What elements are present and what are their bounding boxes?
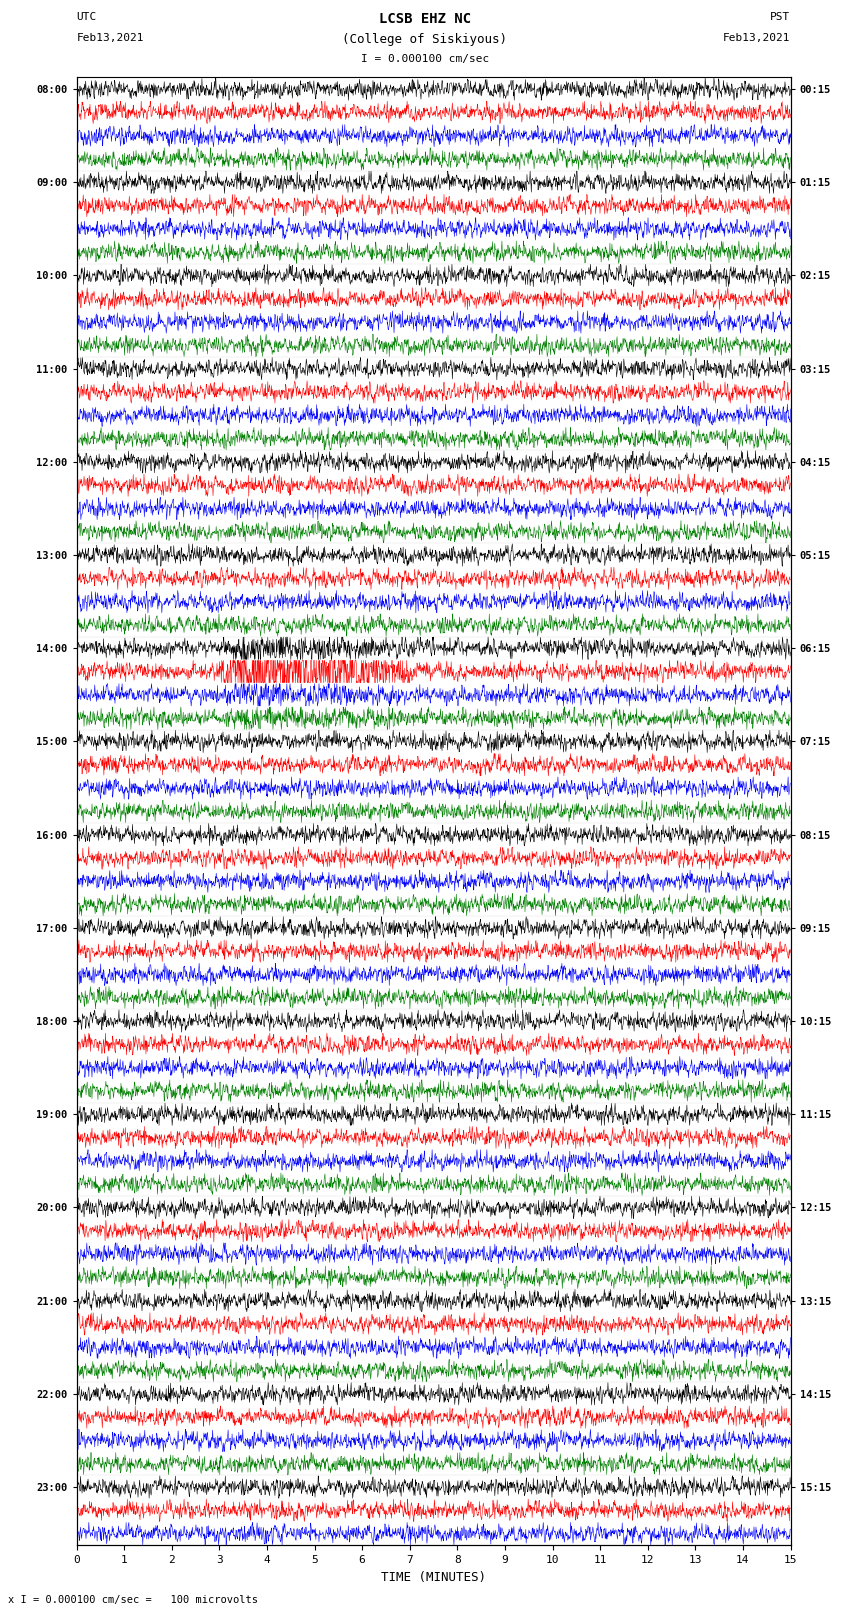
Text: Feb13,2021: Feb13,2021	[723, 32, 791, 42]
Text: I = 0.000100 cm/sec: I = 0.000100 cm/sec	[361, 53, 489, 63]
Text: (College of Siskiyous): (College of Siskiyous)	[343, 32, 507, 45]
X-axis label: TIME (MINUTES): TIME (MINUTES)	[381, 1571, 486, 1584]
Text: Feb13,2021: Feb13,2021	[76, 32, 144, 42]
Text: x I = 0.000100 cm/sec =   100 microvolts: x I = 0.000100 cm/sec = 100 microvolts	[8, 1595, 258, 1605]
Text: UTC: UTC	[76, 11, 97, 21]
Text: LCSB EHZ NC: LCSB EHZ NC	[379, 11, 471, 26]
Text: PST: PST	[770, 11, 790, 21]
